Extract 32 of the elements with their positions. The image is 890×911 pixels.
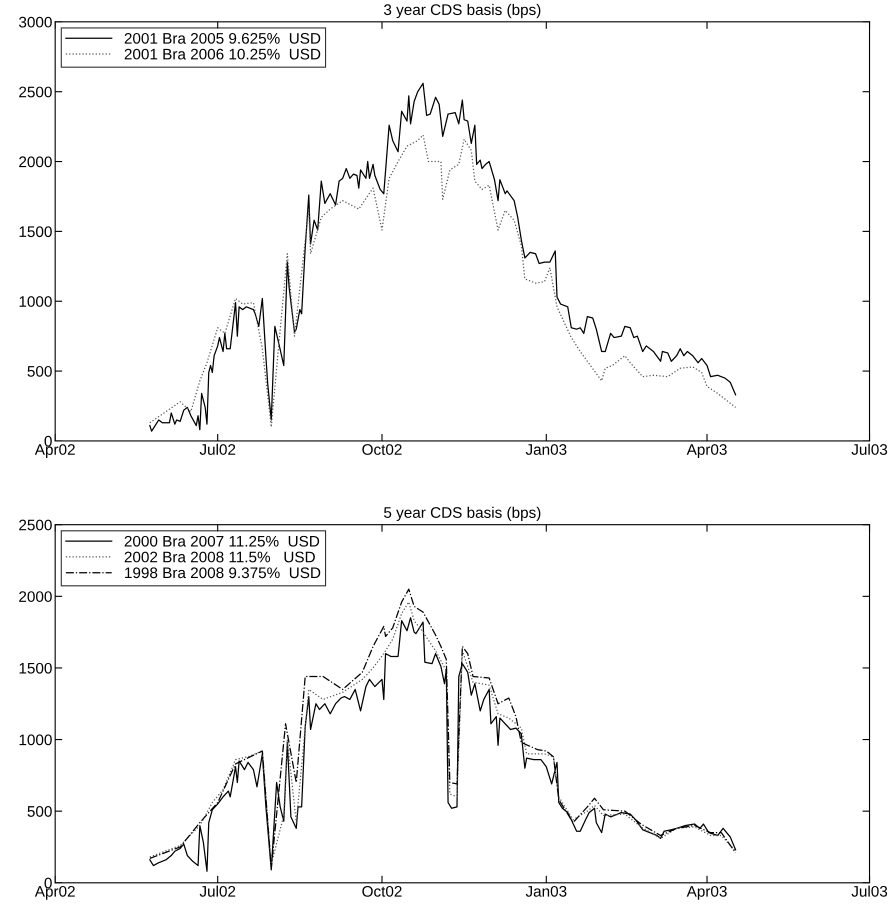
x-tick-label: Apr02 — [34, 886, 75, 900]
y-tick-label: 0 — [44, 878, 52, 888]
y-tick-label: 2000 — [19, 591, 52, 602]
y-tick-label: 1000 — [20, 296, 52, 307]
x-tick-label: Oct02 — [362, 444, 402, 455]
y-tick-label: 2000 — [19, 156, 52, 168]
line-series — [149, 134, 736, 428]
legend-label: 2001 Bra 2005 9.625% USD — [124, 32, 320, 44]
x-tick-label: Jan03 — [526, 444, 566, 455]
x-tick-label: Jan03 — [526, 886, 566, 897]
x-tick-label: Jul03 — [852, 444, 888, 455]
chart-title: 3 year CDS basis (bps) — [384, 4, 540, 18]
y-tick-label: 1500 — [20, 226, 52, 238]
y-tick-label: 2500 — [19, 86, 52, 98]
line-series — [149, 82, 736, 432]
x-tick-label: Apr03 — [686, 886, 727, 900]
legend-label: 2001 Bra 2006 10.25% USD — [124, 48, 320, 60]
x-tick-label: Apr03 — [686, 444, 727, 458]
y-tick-label: 500 — [28, 366, 52, 377]
x-tick-label: Jul02 — [200, 444, 236, 455]
legend-label: 1998 Bra 2008 9.375% USD — [125, 567, 320, 578]
y-tick-label: 500 — [28, 806, 52, 817]
y-tick-label: 3000 — [19, 16, 52, 28]
chart-title: 5 year CDS basis (bps) — [384, 506, 540, 521]
x-tick-label: Jul03 — [852, 886, 888, 897]
x-tick-label: Jul02 — [200, 886, 236, 897]
legend-label: 2002 Bra 2008 11.5% USD — [124, 552, 315, 562]
legend-label: 2000 Bra 2007 11.25% USD — [124, 536, 320, 547]
x-tick-label: Oct02 — [362, 886, 402, 897]
y-tick-label: 1500 — [20, 662, 52, 674]
y-tick-label: 2500 — [19, 520, 52, 530]
y-tick-label: 1000 — [20, 734, 52, 746]
